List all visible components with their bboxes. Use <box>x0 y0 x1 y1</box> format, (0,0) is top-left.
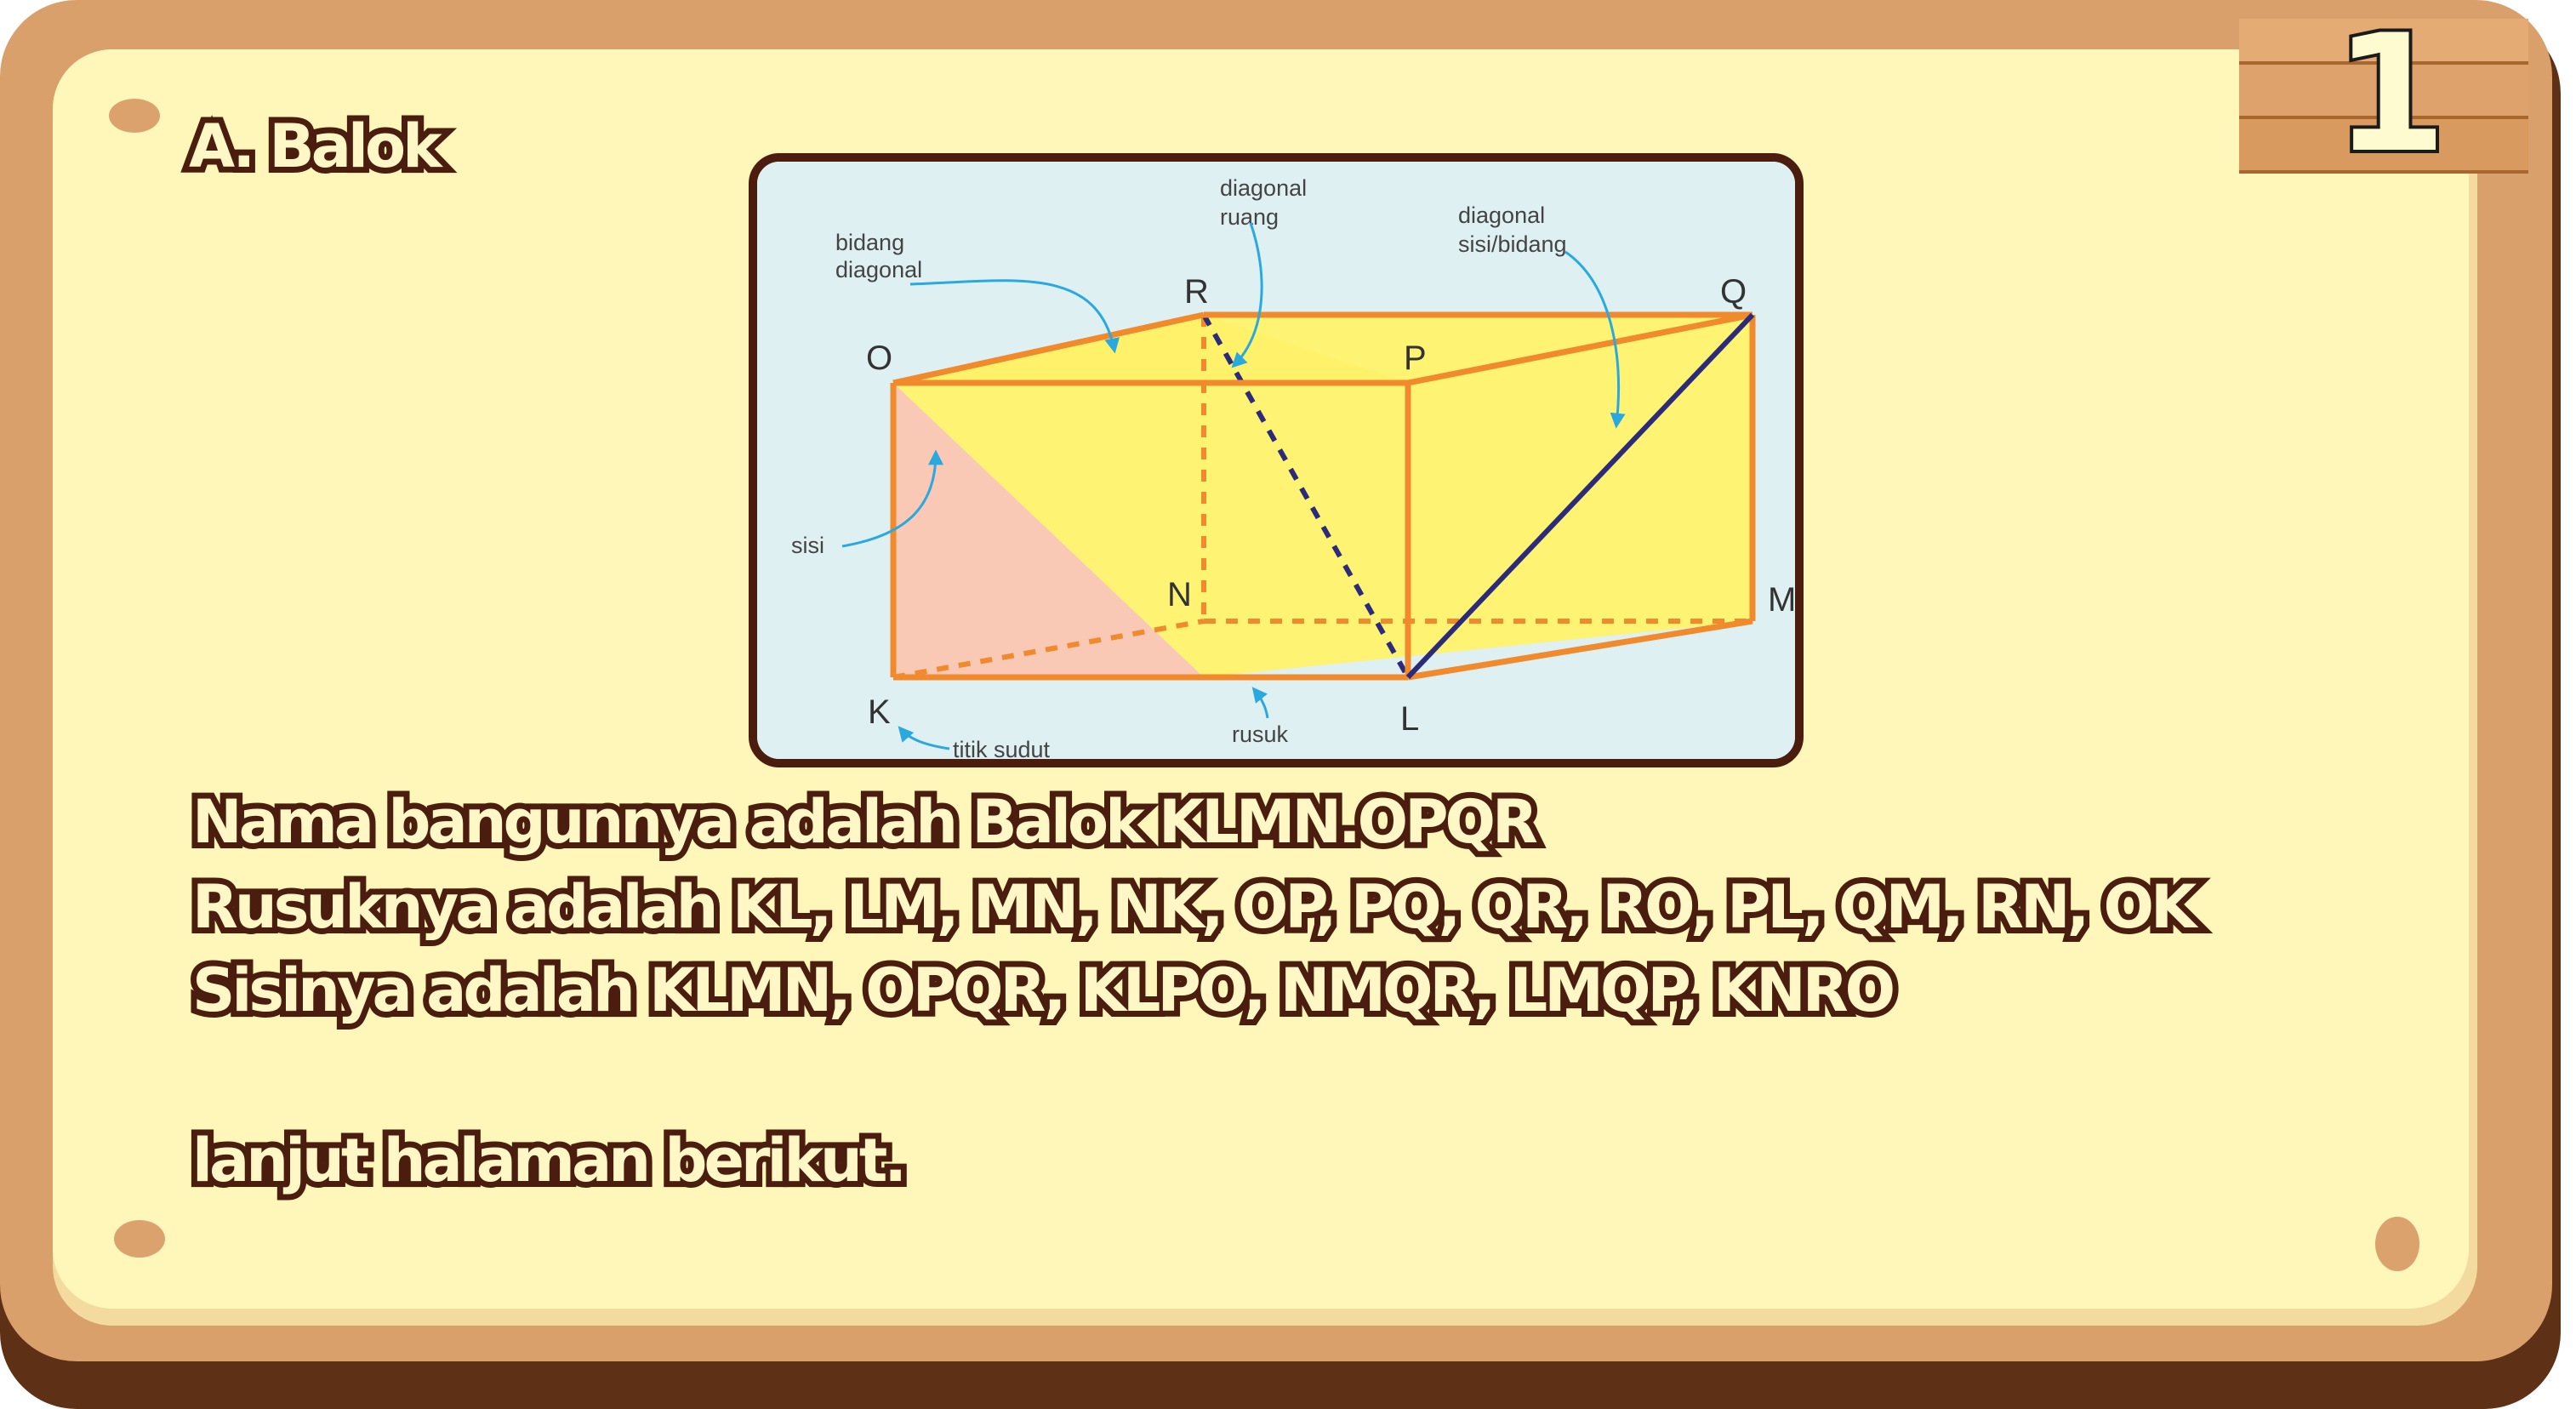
page-number-badge <box>2239 19 2528 175</box>
text-name-line: Nama bangunnya adalah Balok KLMN.OPQR <box>186 781 1544 863</box>
arrow-diagonal-sisi <box>1564 250 1626 429</box>
arrow-rusuk <box>1251 687 1269 719</box>
label-rusuk: rusuk <box>1232 722 1289 747</box>
diagonal-plane-top <box>893 315 1408 383</box>
text-faces-line: Sisinya adalah KLMN, OPQR, KLPO, NMQR, L… <box>186 950 1901 1031</box>
arrow-bidang-diagonal <box>909 279 1120 354</box>
section-heading: A. Balok <box>183 106 448 187</box>
vertex-N: N <box>1167 576 1192 613</box>
text-edges-line: Rusuknya adalah KL, LM, MN, NK, OP, PQ, … <box>186 866 2203 948</box>
label-bidang: bidang <box>835 230 904 255</box>
edge-LM <box>1407 618 1753 681</box>
arrow-titik-sudut <box>898 726 950 750</box>
space-diagonal <box>1201 313 1411 679</box>
vertex-O: O <box>866 339 892 377</box>
label-diagonal-ruang-2: ruang <box>1220 204 1279 230</box>
page-number: 1 <box>2331 0 2450 188</box>
nail-top-left <box>109 99 160 133</box>
label-sisi: sisi <box>791 533 824 558</box>
vertex-R: R <box>1184 273 1209 311</box>
text-continue-line: lanjut halaman berikut. <box>186 1120 913 1201</box>
edge-PQ <box>1407 311 1753 386</box>
cuboid-svg: O R P Q N M K L bidang diagonal diagonal… <box>757 162 1795 759</box>
vertex-M: M <box>1768 581 1795 619</box>
edge-KN <box>892 619 1205 680</box>
label-diagonal-plane: diagonal <box>835 257 922 282</box>
vertex-P: P <box>1404 339 1427 377</box>
nail-bottom-right <box>2375 1217 2419 1271</box>
vertex-K: K <box>868 693 891 731</box>
arrow-sisi <box>841 449 943 548</box>
label-diagonal-sisi-2: sisi/bidang <box>1458 231 1567 257</box>
label-titik-sudut: titik sudut <box>953 737 1051 759</box>
badge-plank-3 <box>2239 119 2528 174</box>
vertex-L: L <box>1400 700 1419 738</box>
arrow-diagonal-ruang <box>1231 222 1263 368</box>
label-diagonal-ruang-1: diagonal <box>1220 175 1307 201</box>
face-diagonal <box>1405 312 1755 680</box>
badge-plank-2 <box>2239 65 2528 119</box>
label-diagonal-sisi-1: diagonal <box>1458 203 1545 228</box>
edge-OR <box>892 311 1205 386</box>
nail-bottom-left <box>114 1220 165 1258</box>
vertex-Q: Q <box>1720 273 1747 311</box>
diagonal-plane <box>893 315 1752 677</box>
cuboid-diagram: O R P Q N M K L bidang diagonal diagonal… <box>749 153 1804 767</box>
badge-plank-1 <box>2239 19 2528 65</box>
